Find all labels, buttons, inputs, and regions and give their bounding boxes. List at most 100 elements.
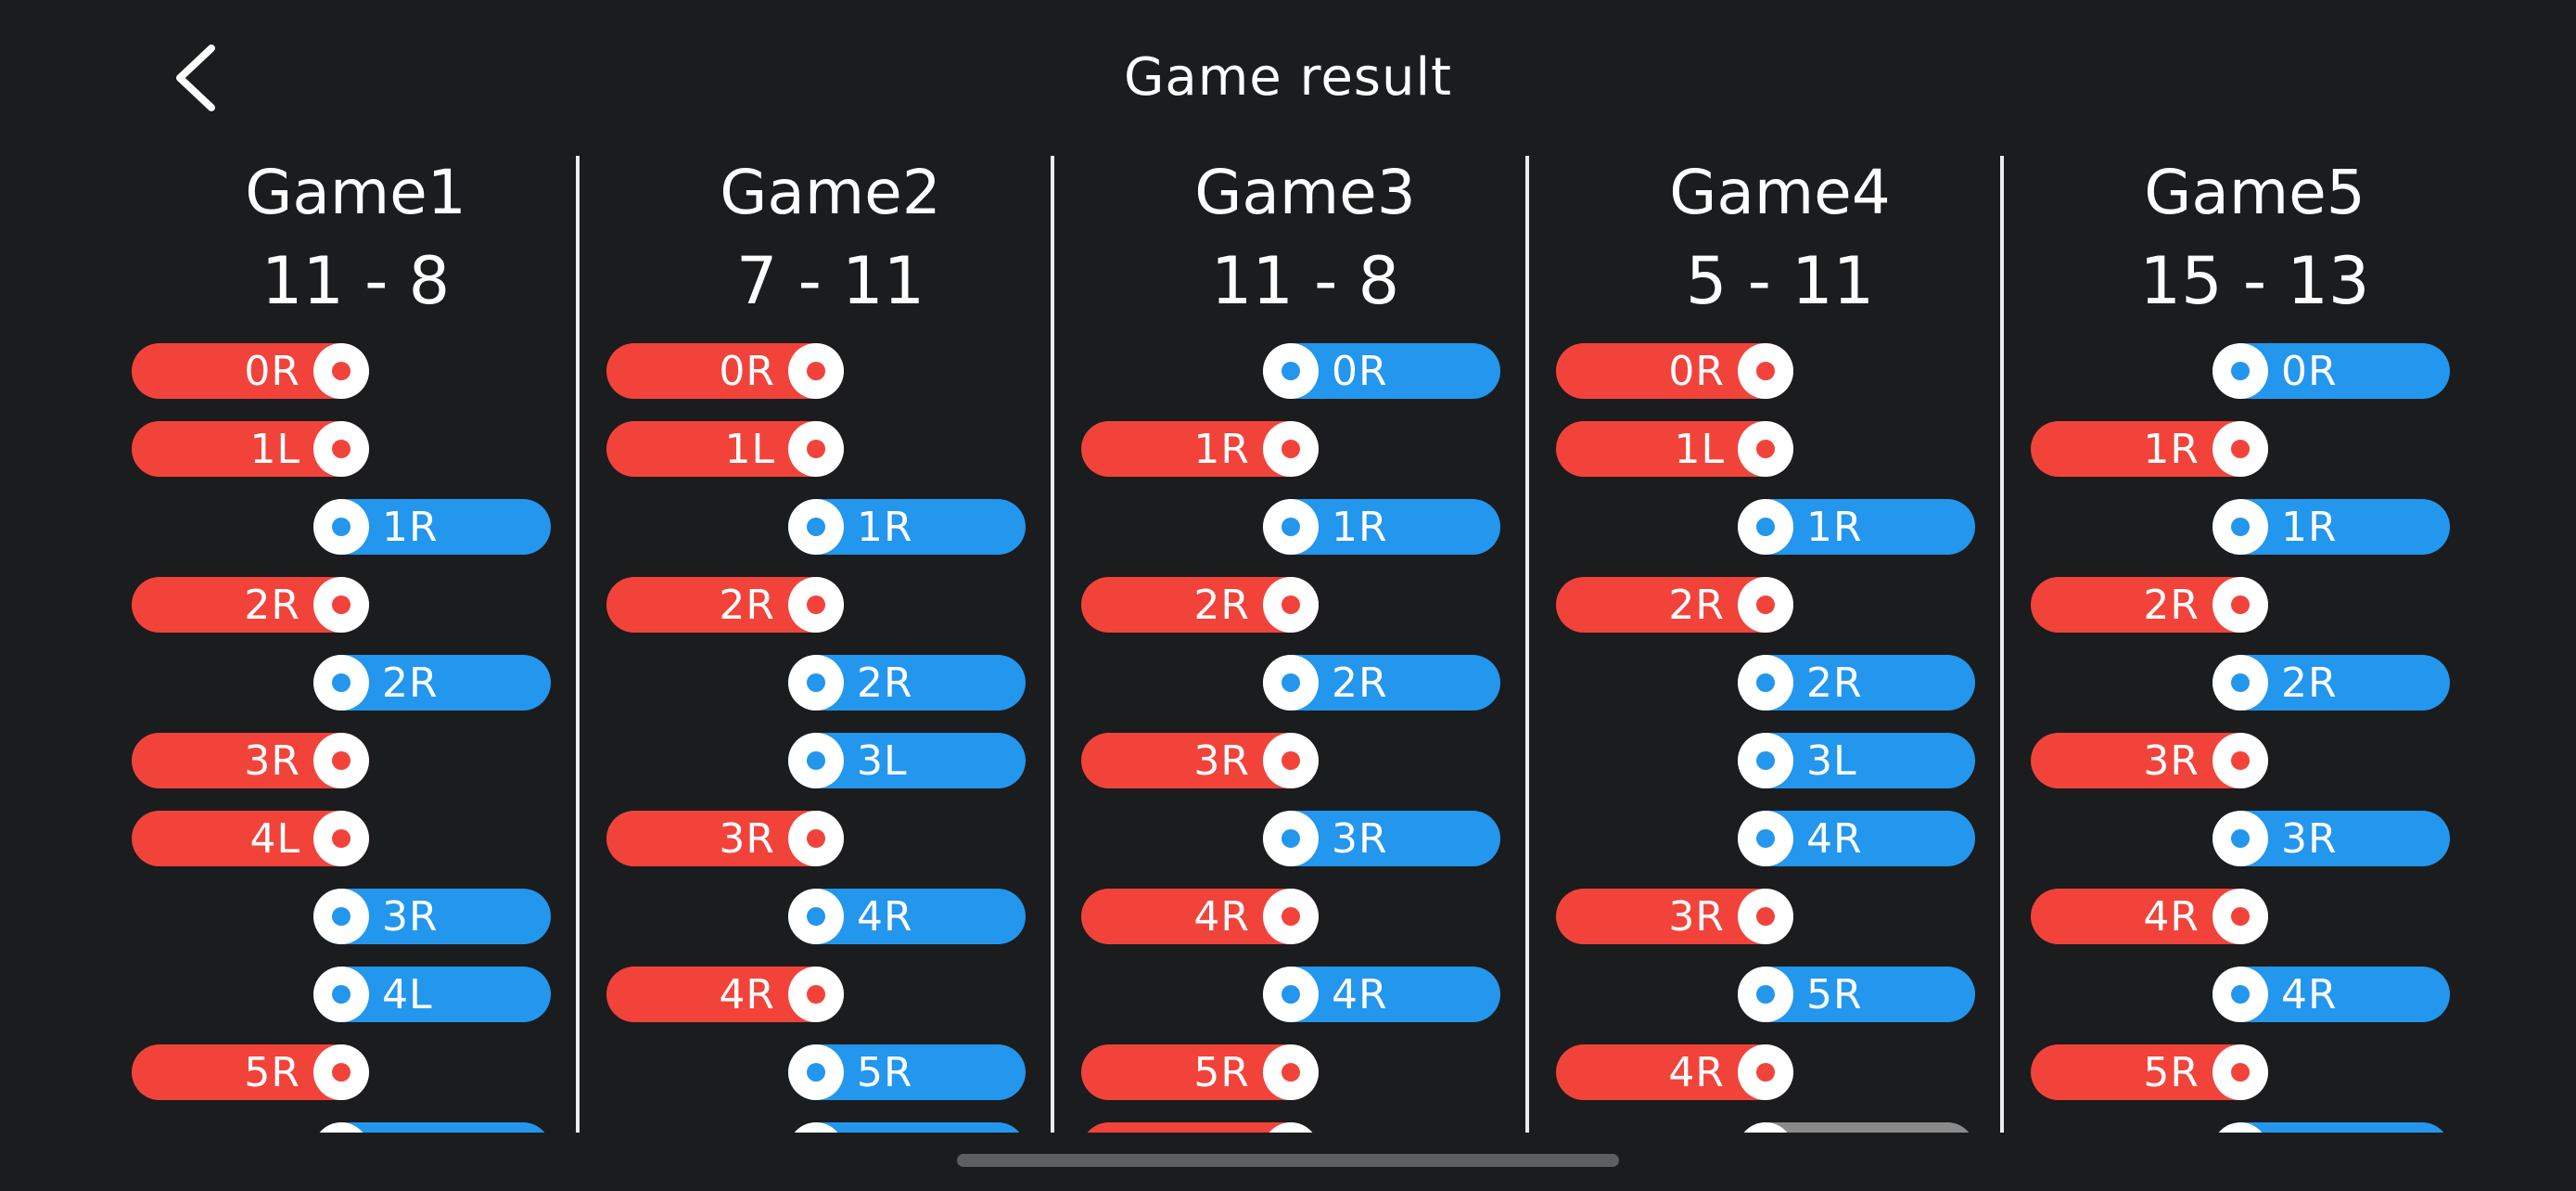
server-dot-icon	[313, 421, 369, 477]
point-row: 1R	[1068, 499, 1542, 555]
point-label: 2R	[1332, 659, 1388, 707]
point-pill-blue: 5R	[788, 1044, 1026, 1100]
point-pill-red: 3R	[606, 811, 844, 866]
point-pill-red: 3R	[1081, 733, 1319, 788]
point-label: 5R	[1806, 970, 1863, 1018]
point-row: 1R	[1543, 499, 2017, 555]
game-title: Game1	[245, 157, 466, 228]
point-row: 1L	[119, 421, 593, 477]
back-button[interactable]	[163, 39, 228, 117]
point-pill-blue: 4L	[313, 967, 551, 1022]
point-label: 4R	[1806, 814, 1863, 863]
point-pill-red: 0R	[606, 343, 844, 399]
point-row: 0R	[1543, 343, 2017, 399]
point-row: 3R	[1543, 889, 2017, 944]
point-pill-blue: 2R	[1263, 655, 1500, 711]
point-pill-red: 3R	[1556, 889, 1793, 944]
point-pill-red: 1L	[1556, 421, 1793, 477]
server-dot-icon	[313, 1122, 369, 1133]
point-label: 4R	[719, 970, 775, 1018]
point-label: 0R	[719, 347, 775, 395]
point-pill-red: 3R	[2031, 733, 2268, 788]
point-row: 4R	[1068, 889, 1542, 944]
top-bar: Game result	[0, 0, 2576, 156]
server-dot-icon	[313, 343, 369, 399]
server-dot-icon	[1263, 1122, 1319, 1133]
point-label: 4R	[1668, 1048, 1725, 1096]
column-divider	[2000, 156, 2004, 1133]
point-pill-red	[1081, 1122, 1319, 1133]
point-row: 2R	[1543, 655, 2017, 711]
point-pill-blue: 2R	[2213, 655, 2450, 711]
point-label: 2R	[719, 581, 775, 629]
server-dot-icon	[2213, 421, 2268, 477]
point-row: 0R	[2018, 343, 2492, 399]
point-label: 1R	[1193, 425, 1250, 473]
point-pill-red: 4R	[606, 967, 844, 1022]
point-label: 0R	[2281, 347, 2338, 395]
point-label: 1R	[2143, 425, 2200, 473]
point-row: 3R	[1068, 811, 1542, 866]
game-score: 15 - 13	[2139, 243, 2370, 319]
point-label: 2R	[1806, 659, 1863, 707]
point-row: 1R	[2018, 421, 2492, 477]
game-column: Game5 15 - 13 0R 1R 1R 2R 2R 3R 3R 4R 4R 5R	[2018, 156, 2492, 1133]
point-row: 4L	[119, 967, 593, 1022]
server-dot-icon	[2213, 967, 2268, 1022]
point-row: 4R	[593, 967, 1067, 1022]
server-dot-icon	[788, 967, 844, 1022]
server-dot-icon	[1263, 967, 1319, 1022]
game-column: Game4 5 - 11 0R 1L 1R 2R 2R 3L 4R 3R 5R 4R	[1543, 156, 2017, 1133]
point-row: 1R	[1068, 421, 1542, 477]
point-pill-blue: 2R	[313, 655, 551, 711]
point-label: 1R	[857, 503, 913, 551]
point-row: 1L	[593, 421, 1067, 477]
server-dot-icon	[2213, 655, 2268, 711]
column-divider	[1051, 156, 1054, 1133]
game-results-columns[interactable]: Game1 11 - 8 0R 1L 1R 2R 2R 3R 4L 3R 4L 5R Game2 7 - …	[0, 156, 2576, 1133]
point-pill-blue: 3R	[313, 889, 551, 944]
point-pill-red: 1R	[1081, 421, 1319, 477]
point-row: 4R	[2018, 889, 2492, 944]
point-pill-gray	[1738, 1122, 1975, 1133]
server-dot-icon	[313, 811, 369, 866]
point-row: 1L	[1543, 421, 2017, 477]
point-pill-blue	[2213, 1122, 2450, 1133]
point-pill-blue: 4R	[2213, 967, 2450, 1022]
point-row: 1R	[593, 499, 1067, 555]
point-row: 4L	[119, 811, 593, 866]
point-row: 2R	[593, 655, 1067, 711]
point-label: 2R	[2143, 581, 2200, 629]
point-pill-red: 5R	[132, 1044, 369, 1100]
server-dot-icon	[788, 421, 844, 477]
point-pill-blue: 3R	[2213, 811, 2450, 866]
point-label: 4L	[382, 970, 433, 1018]
column-divider	[1525, 156, 1529, 1133]
point-pill-red: 4R	[1556, 1044, 1793, 1100]
point-label: 0R	[1668, 347, 1725, 395]
point-row: 4R	[2018, 967, 2492, 1022]
point-label: 5R	[1193, 1048, 1250, 1096]
server-dot-icon	[313, 1044, 369, 1100]
point-pill-red: 1R	[2031, 421, 2268, 477]
game-title: Game5	[2144, 157, 2366, 228]
point-row: 5R	[1068, 1044, 1542, 1100]
point-row	[119, 1122, 593, 1133]
point-pill-red: 0R	[1556, 343, 1793, 399]
point-row: 0R	[119, 343, 593, 399]
point-label: 3R	[1332, 814, 1388, 863]
server-dot-icon	[1738, 967, 1793, 1022]
point-label: 3R	[2143, 736, 2200, 785]
home-indicator[interactable]	[957, 1154, 1619, 1167]
point-row: 2R	[119, 577, 593, 633]
point-label: 2R	[382, 659, 439, 707]
point-pill-blue	[788, 1122, 1026, 1133]
point-row: 3R	[1068, 733, 1542, 788]
server-dot-icon	[1263, 343, 1319, 399]
point-label: 4L	[249, 814, 300, 863]
server-dot-icon	[1263, 421, 1319, 477]
point-row: 3R	[2018, 733, 2492, 788]
point-label: 3L	[857, 736, 908, 785]
point-pill-blue: 3L	[788, 733, 1026, 788]
point-pill-red: 4L	[132, 811, 369, 866]
